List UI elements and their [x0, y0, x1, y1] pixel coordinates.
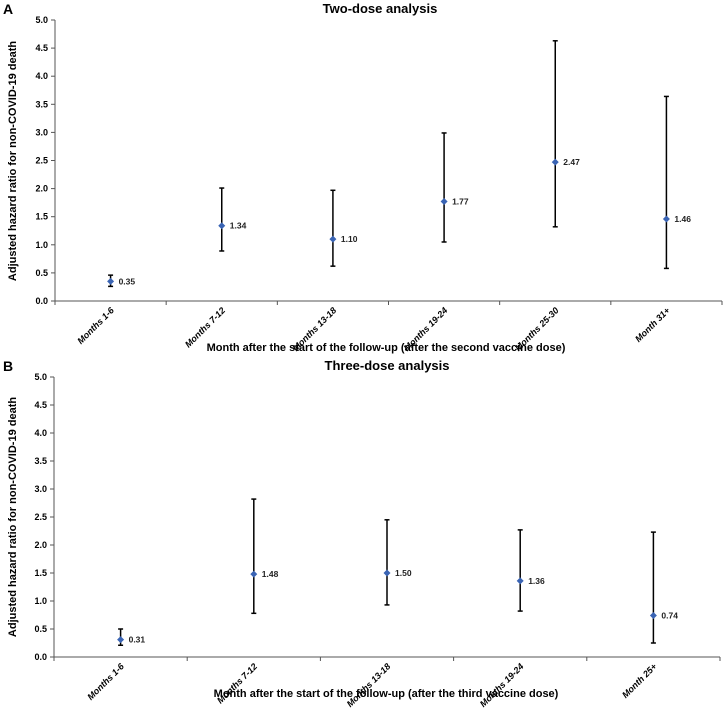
x-tick-label: Months 1-6	[85, 661, 126, 702]
y-tick-label: 4.5	[35, 43, 48, 53]
y-axis-label-b: Adjusted hazard ratio for non-COVID-19 d…	[7, 397, 19, 637]
y-tick-label: 4.5	[34, 400, 47, 410]
panel-label-b: B	[3, 358, 13, 374]
x-axis-label-a: Month after the start of the follow-up (…	[207, 342, 566, 354]
data-point	[107, 277, 115, 285]
data-label: 0.31	[129, 635, 146, 645]
y-tick-label: 2.0	[34, 540, 47, 550]
y-tick-label: 1.0	[35, 240, 48, 250]
y-tick-label: 1.5	[35, 212, 48, 222]
y-tick-label: 0.0	[35, 296, 48, 306]
y-tick-label: 3.0	[34, 484, 47, 494]
y-tick-label: 3.0	[35, 127, 48, 137]
x-tick-label: Month 25+	[620, 661, 659, 700]
data-label: 0.74	[661, 611, 678, 621]
x-tick-label: Month 31+	[633, 305, 672, 344]
data-label: 1.10	[341, 234, 358, 244]
y-tick-label: 2.5	[35, 156, 48, 166]
data-label: 2.47	[563, 157, 580, 167]
data-label: 1.34	[230, 221, 247, 231]
y-tick-label: 4.0	[34, 428, 47, 438]
y-tick-label: 3.5	[34, 456, 47, 466]
data-point	[117, 636, 125, 644]
data-point	[662, 215, 670, 223]
data-point	[383, 569, 391, 577]
y-tick-label: 1.5	[34, 568, 47, 578]
chart-title-a: Two-dose analysis	[323, 1, 438, 16]
x-tick-label: Months 1-6	[75, 305, 116, 346]
data-point	[440, 198, 448, 206]
x-axis-label-b: Month after the start of the follow-up (…	[214, 688, 559, 700]
y-tick-label: 5.0	[35, 15, 48, 25]
data-label: 1.77	[452, 197, 469, 207]
data-label: 0.35	[119, 276, 136, 286]
y-tick-label: 0.5	[34, 624, 47, 634]
data-point	[516, 577, 524, 585]
y-tick-label: 5.0	[34, 372, 47, 382]
y-axis-label-a: Adjusted hazard ratio for non-COVID-19 d…	[7, 41, 19, 281]
data-point	[649, 612, 657, 620]
data-point	[250, 570, 258, 578]
data-point	[551, 158, 559, 166]
data-label: 1.46	[674, 214, 691, 224]
y-tick-label: 0.5	[35, 268, 48, 278]
x-tick-label: Months 19-24	[478, 661, 526, 709]
data-point	[218, 222, 226, 230]
y-tick-label: 0.0	[34, 652, 47, 662]
y-tick-label: 2.5	[34, 512, 47, 522]
y-tick-label: 1.0	[34, 596, 47, 606]
panel-label-a: A	[3, 1, 13, 17]
data-point	[329, 235, 337, 243]
data-label: 1.48	[262, 569, 279, 579]
y-tick-label: 2.0	[35, 184, 48, 194]
data-label: 1.50	[395, 568, 412, 578]
y-tick-label: 3.5	[35, 99, 48, 109]
data-label: 1.36	[528, 576, 545, 586]
y-tick-label: 4.0	[35, 71, 48, 81]
x-tick-label: Months 13-18	[345, 661, 393, 709]
chart-title-b: Three-dose analysis	[325, 358, 450, 373]
